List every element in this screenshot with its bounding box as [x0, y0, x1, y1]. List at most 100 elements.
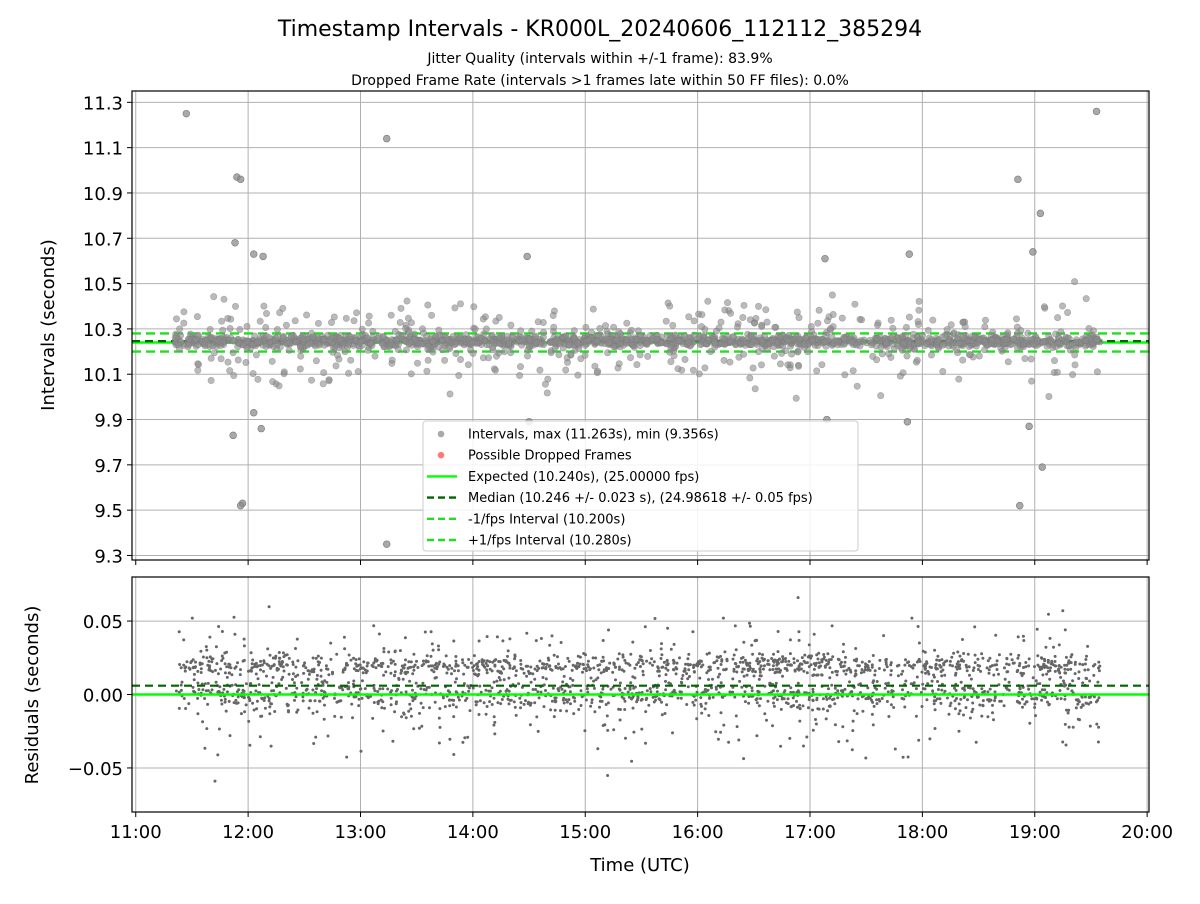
residual-point-2172 — [793, 668, 797, 672]
residual-point-615 — [873, 673, 877, 677]
interval-point-1778 — [456, 333, 464, 341]
interval-point-1708 — [841, 335, 849, 343]
interval-point-1659 — [429, 348, 437, 356]
residual-point-1972 — [812, 673, 816, 677]
residual-point-2163 — [989, 698, 993, 702]
residual-point-1234 — [260, 663, 264, 667]
residual-point-1487 — [352, 679, 356, 683]
residual-point-1685 — [775, 662, 779, 666]
residual-point-1994 — [308, 669, 311, 673]
residual-point-1456 — [379, 662, 383, 665]
residual-point-1504 — [837, 658, 841, 662]
interval-point-1047 — [242, 358, 250, 366]
residual-point-2183 — [958, 663, 962, 667]
residual-point-1599 — [943, 689, 947, 693]
residual-point-2021 — [936, 688, 940, 691]
residual-point-1325 — [493, 732, 497, 736]
residual-point-912 — [262, 699, 266, 702]
residual-point-1557 — [311, 711, 315, 715]
residual-point-1074 — [182, 663, 186, 667]
residual-point-1632 — [586, 659, 590, 663]
residual-point-459 — [1069, 667, 1073, 671]
residual-point-1946 — [1084, 658, 1088, 661]
residual-point-1307 — [1007, 688, 1011, 692]
residual-point-436 — [763, 684, 767, 688]
residual-point-1339 — [345, 661, 348, 665]
residual-point-1312 — [611, 670, 615, 674]
interval-point-1739 — [649, 334, 657, 342]
residual-point-1148 — [909, 682, 913, 686]
interval-point-1722 — [289, 331, 297, 339]
interval-point-142 — [296, 365, 304, 373]
interval-point-1729 — [435, 326, 443, 334]
residual-point-716 — [735, 670, 739, 674]
interval-point-1320 — [807, 322, 815, 330]
residual-point-1581 — [981, 704, 985, 708]
residual-point-565 — [478, 699, 482, 703]
residual-point-978 — [955, 697, 958, 700]
residual-point-2046 — [365, 664, 369, 668]
residual-point-933 — [738, 660, 742, 664]
residual-point-461 — [545, 662, 549, 666]
residual-point-1150 — [935, 697, 939, 701]
interval-point-860 — [224, 358, 232, 366]
residual-point-1590 — [660, 665, 664, 669]
interval-point-1240 — [784, 361, 792, 369]
interval-point-477 — [365, 319, 373, 327]
interval-point-1762 — [218, 317, 226, 325]
residual-point-528 — [182, 697, 186, 700]
residual-point-962 — [196, 681, 200, 685]
interval-point-1542 — [243, 344, 251, 352]
residual-point-495 — [197, 688, 201, 691]
residual-point-987 — [381, 729, 385, 733]
residual-point-1614 — [1017, 653, 1021, 657]
interval-point-933 — [345, 369, 353, 377]
residual-point-2196 — [285, 663, 289, 667]
residual-point-303 — [561, 667, 565, 671]
residual-point-469 — [421, 706, 425, 710]
residual-point-2186 — [626, 690, 630, 694]
residual-point-588 — [933, 648, 937, 652]
residual-point-1541 — [581, 670, 584, 674]
interval-outlier-15 — [821, 254, 829, 263]
interval-point-1612 — [262, 342, 270, 350]
residual-point-2177 — [884, 662, 888, 666]
interval-point-1666 — [292, 338, 300, 346]
residual-point-1000 — [249, 682, 253, 685]
interval-point-1643 — [567, 351, 575, 359]
residual-point-1047 — [216, 672, 220, 676]
residual-point-1205 — [312, 742, 316, 745]
interval-point-1790 — [935, 336, 943, 344]
residual-point-1755 — [206, 702, 210, 706]
residual-point-1748 — [263, 706, 267, 710]
top-ytick-label-6: 10.5 — [83, 275, 123, 296]
residual-point-607 — [796, 681, 800, 685]
interval-point-1519 — [388, 356, 396, 364]
residual-point-925 — [474, 662, 478, 666]
residual-point-314 — [797, 638, 801, 642]
residual-point-294 — [174, 689, 178, 693]
interval-point-233 — [173, 315, 181, 323]
residual-point-1539 — [1067, 659, 1071, 663]
residual-point-1276 — [389, 661, 393, 665]
residual-point-1959 — [862, 670, 866, 674]
residual-point-35 — [864, 756, 868, 760]
residual-point-1596 — [184, 707, 188, 710]
residual-point-1826 — [859, 671, 863, 675]
interval-point-1404 — [776, 360, 784, 368]
residual-point-1355 — [959, 697, 963, 701]
residual-point-1674 — [1003, 666, 1006, 670]
residual-point-893 — [921, 682, 925, 686]
residual-point-1041 — [716, 666, 720, 670]
residual-point-1020 — [252, 708, 256, 712]
residual-point-2119 — [412, 652, 416, 656]
interval-point-1319 — [306, 339, 314, 347]
interval-point-1760 — [507, 349, 515, 357]
residual-point-325 — [805, 735, 809, 739]
interval-point-1698 — [1009, 335, 1017, 343]
residual-point-707 — [242, 637, 246, 641]
residual-point-1192 — [204, 689, 208, 693]
residual-point-1245 — [318, 699, 322, 703]
residual-point-1997 — [528, 703, 532, 707]
interval-point-1740 — [877, 343, 885, 351]
